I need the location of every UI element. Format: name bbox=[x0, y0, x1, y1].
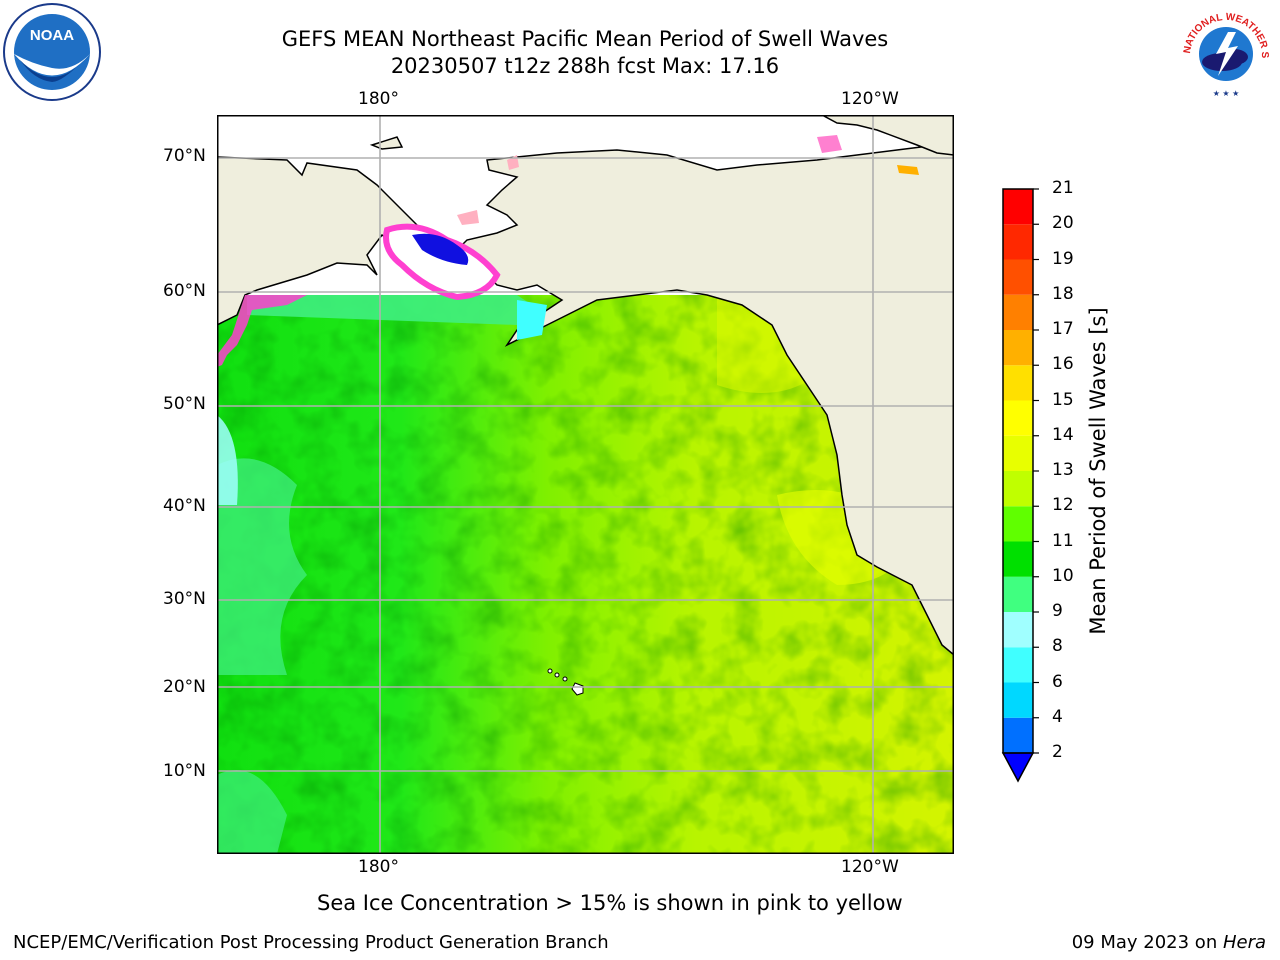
hawaii-islands bbox=[547, 668, 584, 696]
colorbar-tick-label: 17 bbox=[1052, 319, 1074, 339]
lon-label-bottom-120w: 120°W bbox=[841, 857, 899, 877]
colorbar-tick-label: 13 bbox=[1052, 460, 1074, 480]
colorbar-tick-label: 10 bbox=[1052, 565, 1074, 586]
colorbar-segment bbox=[1003, 506, 1033, 542]
colorbar-segment bbox=[1003, 471, 1033, 507]
colorbar-segment bbox=[1003, 682, 1033, 718]
colorbar-segment bbox=[1003, 400, 1033, 436]
colorbar-tick-label: 14 bbox=[1052, 424, 1074, 445]
footer-host: Hera bbox=[1222, 932, 1266, 953]
colorbar-tick-label: 6 bbox=[1052, 671, 1063, 692]
lat-label-70n: 70°N bbox=[163, 146, 206, 166]
colorbar-segment bbox=[1003, 717, 1033, 753]
land-masses bbox=[217, 115, 954, 656]
colorbar-tick-label: 21 bbox=[1052, 178, 1074, 198]
colorbar-tick-label: 8 bbox=[1052, 636, 1063, 657]
svg-text:★ ★ ★: ★ ★ ★ bbox=[1213, 89, 1240, 98]
lat-label-30n: 30°N bbox=[163, 589, 206, 609]
colorbar-segment bbox=[1003, 576, 1033, 612]
colorbar-svg bbox=[1001, 188, 1039, 783]
colorbar-tick-label: 16 bbox=[1052, 354, 1074, 375]
colorbar-segment bbox=[1003, 647, 1033, 683]
footer-organization: NCEP/EMC/Verification Post Processing Pr… bbox=[13, 932, 609, 953]
colorbar-segment bbox=[1003, 330, 1033, 366]
colorbar-tick-label: 12 bbox=[1052, 495, 1074, 516]
colorbar-segment bbox=[1003, 612, 1033, 648]
lon-label-top-120w: 120°W bbox=[841, 89, 899, 109]
colorbar-tick-label: 9 bbox=[1052, 601, 1063, 621]
lat-label-20n: 20°N bbox=[163, 677, 206, 697]
colorbar-tick-label: 4 bbox=[1052, 706, 1063, 727]
lat-label-40n: 40°N bbox=[163, 496, 206, 516]
noaa-logo: NOAA bbox=[2, 2, 102, 102]
chart-subtitle: 20230507 t12z 288h fcst Max: 17.16 bbox=[390, 54, 780, 78]
colorbar-extension bbox=[1001, 752, 1035, 783]
lat-label-10n: 10°N bbox=[163, 761, 206, 781]
colorbar-segment bbox=[1003, 294, 1033, 330]
sea-ice-note: Sea Ice Concentration > 15% is shown in … bbox=[317, 891, 903, 915]
colorbar-tick-label: 20 bbox=[1052, 213, 1074, 234]
chart-title: GEFS MEAN Northeast Pacific Mean Period … bbox=[281, 27, 889, 51]
footer-run-date: 09 May 2023 on Hera bbox=[1072, 932, 1266, 953]
colorbar-label: Mean Period of Swell Waves [s] bbox=[1086, 307, 1110, 635]
noaa-logo-text: NOAA bbox=[30, 27, 74, 44]
colorbar-tick-label: 15 bbox=[1052, 389, 1074, 410]
colorbar-segment bbox=[1003, 541, 1033, 577]
colorbar-tick-label: 19 bbox=[1052, 248, 1074, 269]
map-svg bbox=[217, 115, 954, 854]
lon-label-bottom-180: 180° bbox=[358, 857, 399, 877]
colorbar-segment bbox=[1003, 259, 1033, 295]
colorbar-segment bbox=[1003, 189, 1033, 225]
colorbar-segment bbox=[1003, 435, 1033, 471]
map-panel bbox=[217, 115, 954, 854]
nws-logo: NATIONAL WEATHER SERVICE ★ ★ ★ bbox=[1172, 0, 1276, 102]
graticule bbox=[217, 115, 954, 854]
colorbar-tick-label: 11 bbox=[1052, 530, 1074, 551]
colorbar-tick-label: 18 bbox=[1052, 283, 1074, 304]
footer-date: 09 May 2023 on bbox=[1071, 932, 1223, 953]
colorbar-tick-label: 2 bbox=[1052, 742, 1063, 762]
lat-label-60n: 60°N bbox=[163, 281, 206, 301]
colorbar bbox=[1000, 186, 1040, 786]
colorbar-ticks: 2 4 6 8 9 10 11 12 13 14 15 16 17 18 19 20 21 bbox=[1040, 178, 1090, 786]
lon-label-top-180: 180° bbox=[358, 89, 399, 109]
sea-ice bbox=[217, 135, 919, 367]
lat-label-50n: 50°N bbox=[163, 394, 206, 414]
colorbar-segment bbox=[1003, 365, 1033, 401]
colorbar-segment bbox=[1003, 224, 1033, 260]
